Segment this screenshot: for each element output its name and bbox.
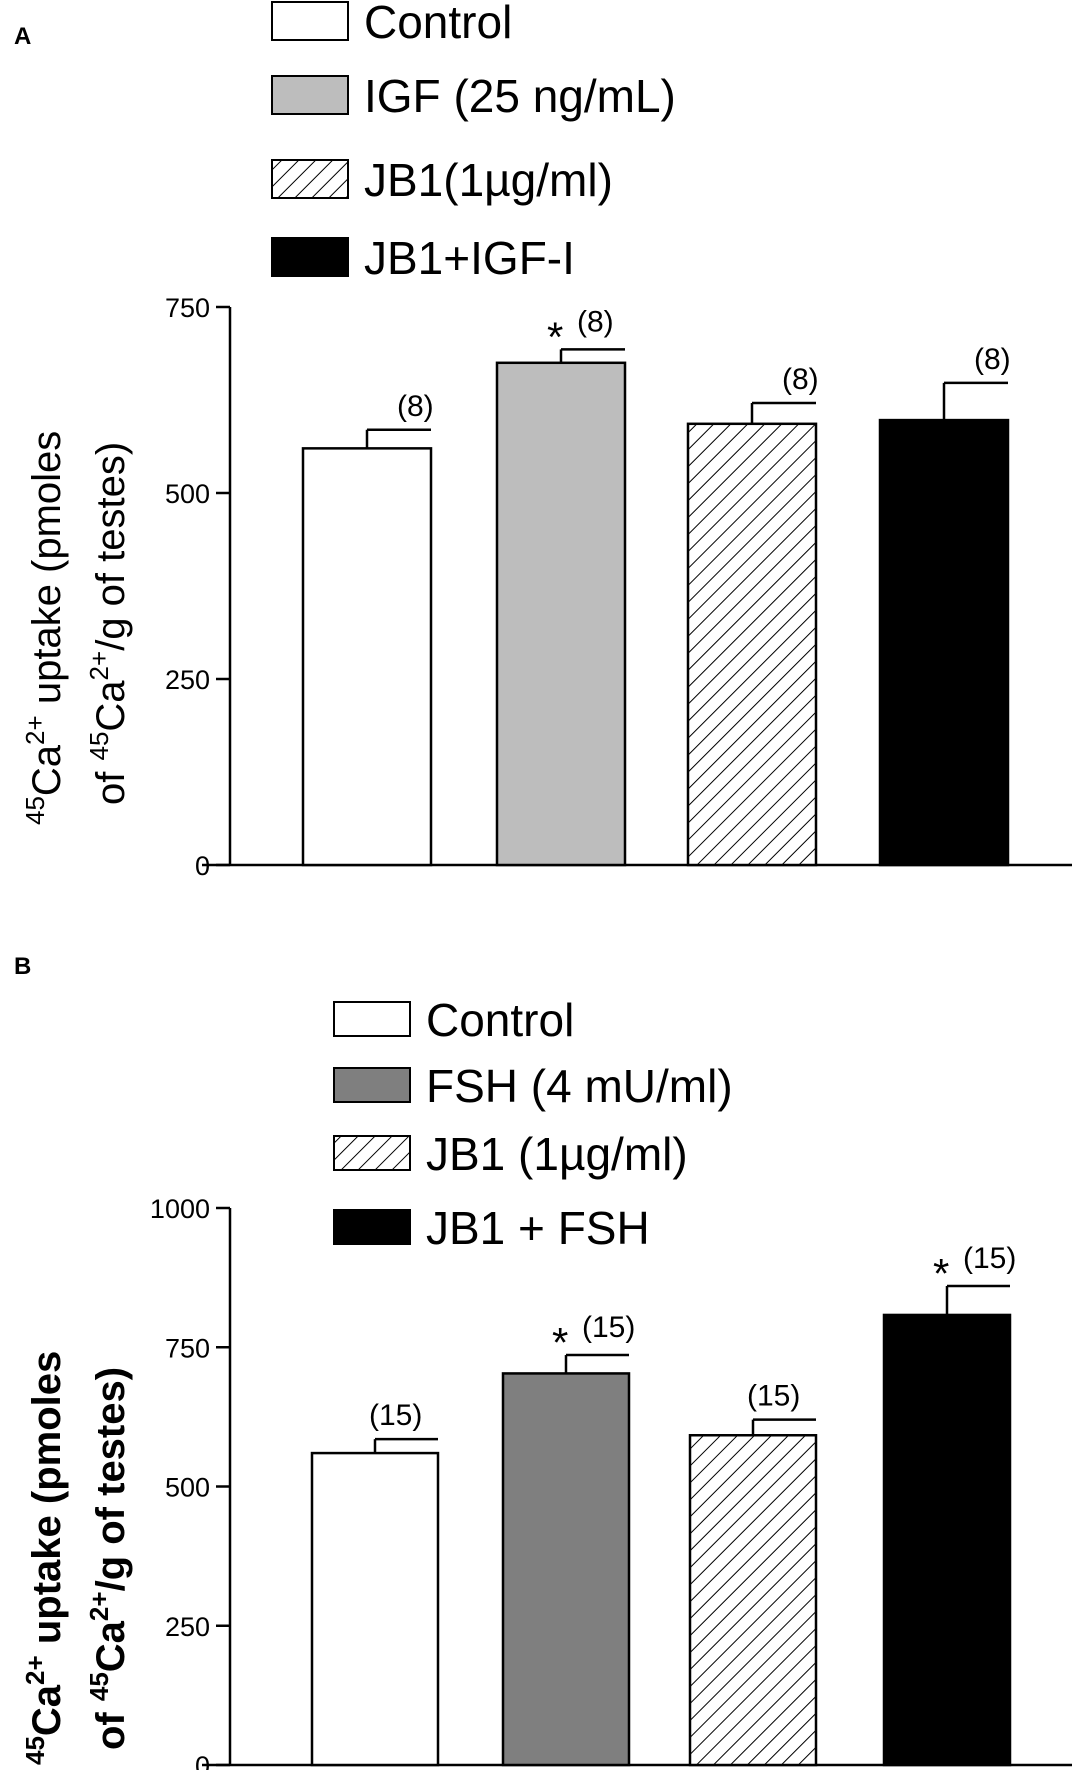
panel-a-plot: 0 250 500 750 (8) * (8) (8) (8)	[165, 293, 1072, 881]
panel-b-significance-3: *	[933, 1250, 949, 1297]
panel-b-ylabel2-of: of	[89, 1701, 133, 1750]
panel-a-ylabel-ca: Ca	[25, 744, 69, 796]
panel-a-ytick-label-2: 500	[165, 479, 210, 509]
panel-b-n-label-0: (15)	[369, 1399, 422, 1432]
panel-b-ytick-label-3: 750	[165, 1333, 210, 1363]
panel-b-significance-1: *	[552, 1319, 568, 1366]
panel-b-legend-swatch-3	[333, 1209, 411, 1245]
panel-a-significance-1: *	[547, 313, 563, 360]
panel-a-ylabel-rest: uptake (pmoles	[25, 431, 69, 716]
panel-b-ylabel2-charge: 2+	[84, 1591, 114, 1621]
panel-a-ylabel2-mass: 45	[84, 732, 114, 761]
panel-b-ylabel-ca: Ca	[25, 1684, 69, 1736]
panel-a-legend-label-0: Control	[364, 0, 512, 48]
panel-b-legend-label-3: JB1 + FSH	[426, 1202, 650, 1254]
panel-b-legend-swatch-1	[333, 1067, 411, 1103]
panel-a-bar-3	[878, 418, 1010, 867]
panel-a-ytick-label-0: 0	[195, 851, 210, 881]
panel-b-ylabel-charge: 2+	[20, 1655, 50, 1685]
panel-a-ylabel2-charge: 2+	[84, 651, 114, 681]
panel-a-ylabel-line2: of 45Ca2+/g of testes)	[84, 442, 133, 805]
panel-b-ylabel-line1: 45Ca2+ uptake (pmoles	[20, 1351, 69, 1765]
panel-a-ylabel2-ca: Ca	[89, 680, 133, 732]
panel-b-legend-label-1: FSH (4 mU/ml)	[426, 1060, 733, 1112]
panel-b-ylabel2-mass: 45	[84, 1672, 114, 1701]
panel-a-letter: A	[14, 23, 31, 50]
panel-a-bar-1	[495, 361, 627, 867]
panel-a-legend-label-2: JB1(1µg/ml)	[364, 154, 613, 206]
panel-a-bar-2	[686, 422, 818, 867]
panel-a: A Control IGF (25 ng/mL) JB1(1µg/ml) JB1…	[14, 0, 1072, 881]
panel-b-n-label-1: (15)	[582, 1311, 635, 1344]
panel-b-ytick-label-0: 0	[195, 1751, 210, 1770]
panel-a-n-label-1: (8)	[577, 305, 614, 338]
panel-b-letter: B	[14, 953, 31, 980]
panel-b-legend-label-0: Control	[426, 994, 574, 1046]
panel-a-legend: Control IGF (25 ng/mL) JB1(1µg/ml) JB1+I…	[271, 0, 676, 284]
panel-b-legend-swatch-2	[333, 1135, 411, 1171]
panel-b: B Control FSH (4 mU/ml) JB1 (1µg/ml) JB1…	[14, 953, 1072, 1770]
panel-b-ylabel2-ca: Ca	[89, 1620, 133, 1672]
panel-a-ylabel2-rest: /g of testes)	[89, 442, 133, 651]
panel-b-plot: 0 250 500 750 1000 (15) * (15) (15) * (15)	[150, 1194, 1072, 1770]
panel-b-bar-2	[688, 1434, 818, 1767]
panel-a-legend-swatch-3	[271, 237, 349, 277]
panel-a-legend-swatch-2	[271, 159, 349, 199]
panel-a-ylabel-charge: 2+	[20, 715, 50, 745]
panel-a-legend-swatch-0	[271, 1, 349, 41]
panel-b-n-label-3: (15)	[963, 1242, 1016, 1275]
panel-b-ylabel2-rest: /g of testes)	[89, 1367, 133, 1591]
panel-a-ylabel2-of: of	[89, 761, 133, 805]
panel-b-ytick-label-2: 500	[165, 1473, 210, 1503]
panel-b-n-label-2: (15)	[747, 1380, 800, 1413]
panel-b-legend-swatch-0	[333, 1001, 411, 1037]
panel-b-ytick-label-4: 1000	[150, 1194, 210, 1224]
panel-b-ylabel-line2: of 45Ca2+/g of testes)	[84, 1367, 133, 1750]
panel-b-bar-0	[310, 1451, 440, 1767]
panel-a-n-label-3: (8)	[974, 343, 1011, 376]
panel-a-n-label-0: (8)	[397, 390, 434, 423]
panel-a-legend-swatch-1	[271, 75, 349, 115]
panel-b-bar-1	[501, 1372, 631, 1767]
panel-a-ylabel-line1: 45Ca2+ uptake (pmoles	[20, 431, 69, 825]
panel-b-ylabel-mass: 45	[20, 1736, 50, 1765]
panel-a-bar-0	[301, 447, 433, 867]
panel-a-legend-label-1: IGF (25 ng/mL)	[364, 70, 676, 122]
panel-a-legend-label-3: JB1+IGF-I	[364, 232, 575, 284]
panel-b-bar-3	[882, 1313, 1012, 1767]
panel-a-ylabel-mass: 45	[20, 796, 50, 825]
panel-b-ytick-label-1: 250	[165, 1612, 210, 1642]
panel-b-ylabel-rest: uptake (pmoles	[25, 1351, 69, 1656]
panel-b-legend-label-2: JB1 (1µg/ml)	[426, 1128, 688, 1180]
panel-a-n-label-2: (8)	[782, 363, 819, 396]
panel-a-ytick-label-1: 250	[165, 665, 210, 695]
panel-a-ytick-label-3: 750	[165, 293, 210, 323]
panel-b-legend: Control FSH (4 mU/ml) JB1 (1µg/ml) JB1 +…	[333, 994, 733, 1254]
